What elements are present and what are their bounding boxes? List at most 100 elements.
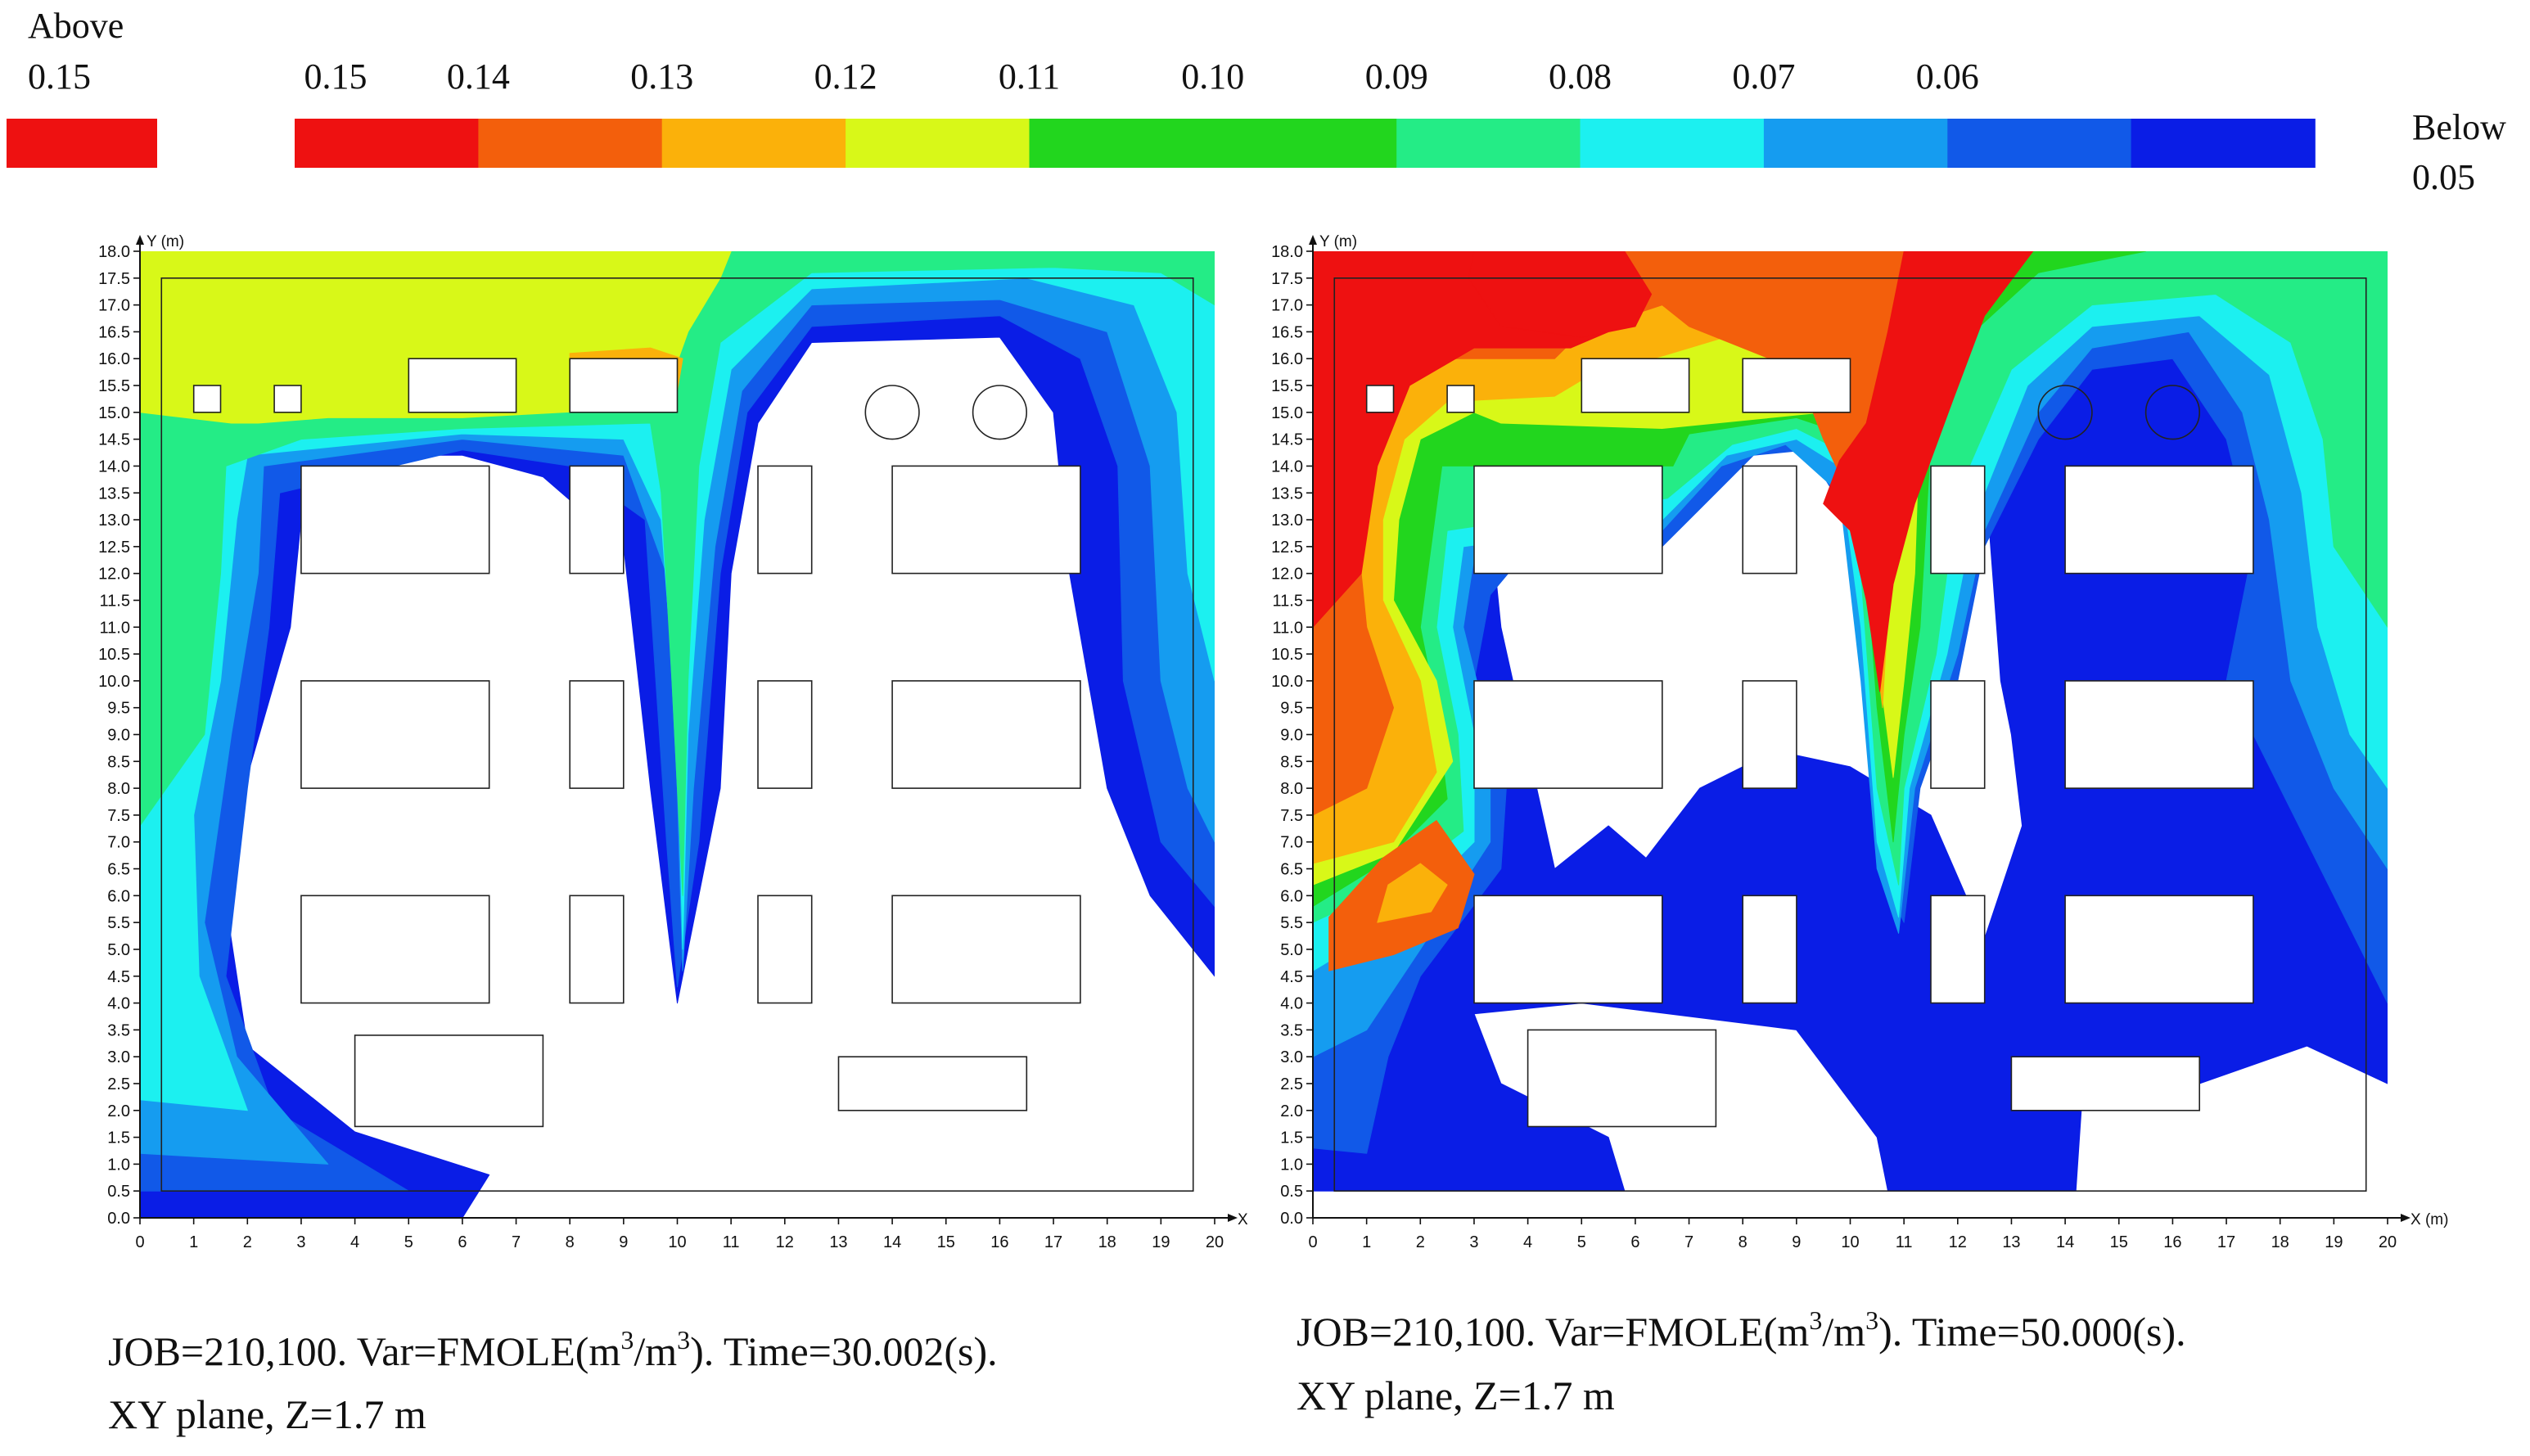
y-tick-label: 8.5 [1280,753,1303,771]
x-tick-label: 10 [1841,1233,1859,1251]
y-tick-label: 15.5 [1271,377,1303,395]
domain-outline [160,277,1194,1192]
legend-tick-label: 0.15 [304,56,368,97]
building-block [757,680,813,789]
y-tick-label: 13.0 [1271,512,1303,530]
y-tick-label: 16.5 [98,323,130,341]
x-tick-label: 5 [404,1233,413,1251]
y-tick-label: 5.5 [1280,914,1303,932]
legend-tick-label: 0.12 [814,56,877,97]
y-tick-label: 6.5 [1280,861,1303,879]
building-block [569,895,625,1004]
x-tick-label: 4 [1523,1233,1532,1251]
building-block [1930,895,1986,1004]
x-tick-label: 18 [1098,1233,1116,1251]
y-axis-arrow [136,235,144,245]
caption-right-line1: JOB=210,100. Var=FMOLE(m3/m3). Time=50.0… [1297,1305,2186,1355]
y-tick-label: 10.0 [98,673,130,691]
legend-segment [1947,119,2132,168]
legend-tick-label: 0.11 [999,56,1060,97]
legend-tick-label: 0.13 [630,56,693,97]
y-tick-label: 0.5 [107,1183,130,1201]
building-block [569,680,625,789]
y-tick-label: 13.5 [98,485,130,503]
color-legend: Above 0.15 0.15 0.14 0.13 0.12 0.11 0.10 0.09 0… [7,6,2506,197]
y-tick-label: 8.0 [107,780,130,798]
building-block [1742,465,1797,575]
y-tick-label: 5.0 [1280,941,1303,959]
contour-plot-right: 0 1 2 3 4 5 6 7 8 9 10 11 12 13 14 15 16 17 18 19 200.00.51.… [1271,233,2448,1251]
building-block [891,895,1081,1004]
y-tick-label: 9.0 [107,727,130,745]
y-tick-label: 2.5 [107,1075,130,1093]
y-tick-label: 15.5 [98,377,130,395]
y-tick-label: 8.5 [107,753,130,771]
circular-obstacle [2144,385,2200,440]
legend-segment [295,119,480,168]
x-tick-label: 18 [2271,1233,2289,1251]
y-tick-label: 4.0 [107,995,130,1013]
x-tick-label: 3 [1469,1233,1478,1251]
y-tick-label: 2.0 [107,1102,130,1120]
x-tick-label: 2 [1416,1233,1425,1251]
caption-right: JOB=210,100. Var=FMOLE(m3/m3). Time=50.0… [1297,1305,2186,1418]
y-tick-label: 17.5 [1271,270,1303,288]
x-tick-label: 14 [2056,1233,2074,1251]
y-tick-label: 10.5 [98,646,130,664]
y-tick-label: 4.5 [1280,968,1303,986]
x-tick-label: 16 [2163,1233,2181,1251]
y-tick-label: 7.0 [107,834,130,852]
y-tick-label: 3.0 [107,1048,130,1066]
contour-band [1313,251,1626,628]
legend-segment [1212,119,1397,168]
building-block [192,385,222,413]
y-tick-label: 9.0 [1280,727,1303,745]
y-axis-arrow [1309,235,1317,245]
building-block [1742,895,1797,1004]
x-tick-label: 8 [1739,1233,1748,1251]
y-tick-label: 0.5 [1280,1183,1303,1201]
y-tick-label: 12.0 [98,566,130,584]
y-tick-label: 13.5 [1271,485,1303,503]
building-block [1473,465,1663,575]
y-tick-label: 7.5 [1280,807,1303,825]
x-tick-label: 7 [512,1233,521,1251]
y-tick-label: 12.5 [1271,539,1303,557]
legend-above-value: 0.15 [28,56,91,97]
y-tick-label: 6.0 [1280,887,1303,905]
building-block [1581,358,1690,413]
x-tick-label: 6 [1630,1233,1639,1251]
legend-below-label: Below [2412,107,2506,147]
building-block [757,465,813,575]
y-tick-label: 18.0 [98,243,130,261]
x-tick-label: 1 [1362,1233,1371,1251]
building-block [300,680,490,789]
x-tick-label: 5 [1577,1233,1586,1251]
y-tick-label: 6.5 [107,861,130,879]
building-block [1473,895,1663,1004]
x-tick-label: 11 [723,1233,740,1251]
legend-segment [2131,119,2316,168]
x-tick-label: 15 [2110,1233,2128,1251]
y-tick-label: 18.0 [1271,243,1303,261]
contour-plot-left: 0 1 2 3 4 5 6 7 8 9 10 11 12 13 14 15 16 17 18 19 200.00.51.… [98,233,1248,1251]
y-tick-label: 0.0 [107,1210,130,1228]
y-tick-label: 9.5 [1280,700,1303,718]
legend-above-swatch [7,119,157,168]
building-block [891,680,1081,789]
legend-segment [1580,119,1765,168]
plot-axes: 0 1 2 3 4 5 6 7 8 9 10 11 12 13 14 15 16 17 18 19 200.00.51.… [1271,235,2410,1251]
legend-tick-label: 0.09 [1365,56,1428,97]
y-tick-label: 8.0 [1280,780,1303,798]
x-tick-label: 2 [243,1233,252,1251]
y-tick-label: 12.5 [98,539,130,557]
y-tick-label: 5.0 [107,941,130,959]
x-tick-label: 10 [668,1233,686,1251]
circular-obstacle [2037,385,2093,440]
x-tick-label: 6 [458,1233,467,1251]
building-block [273,385,302,413]
plot-axes: 0 1 2 3 4 5 6 7 8 9 10 11 12 13 14 15 16 17 18 19 200.00.51.… [98,235,1238,1251]
y-tick-label: 16.0 [1271,350,1303,368]
y-tick-label: 12.0 [1271,566,1303,584]
x-tick-label: 13 [829,1233,847,1251]
